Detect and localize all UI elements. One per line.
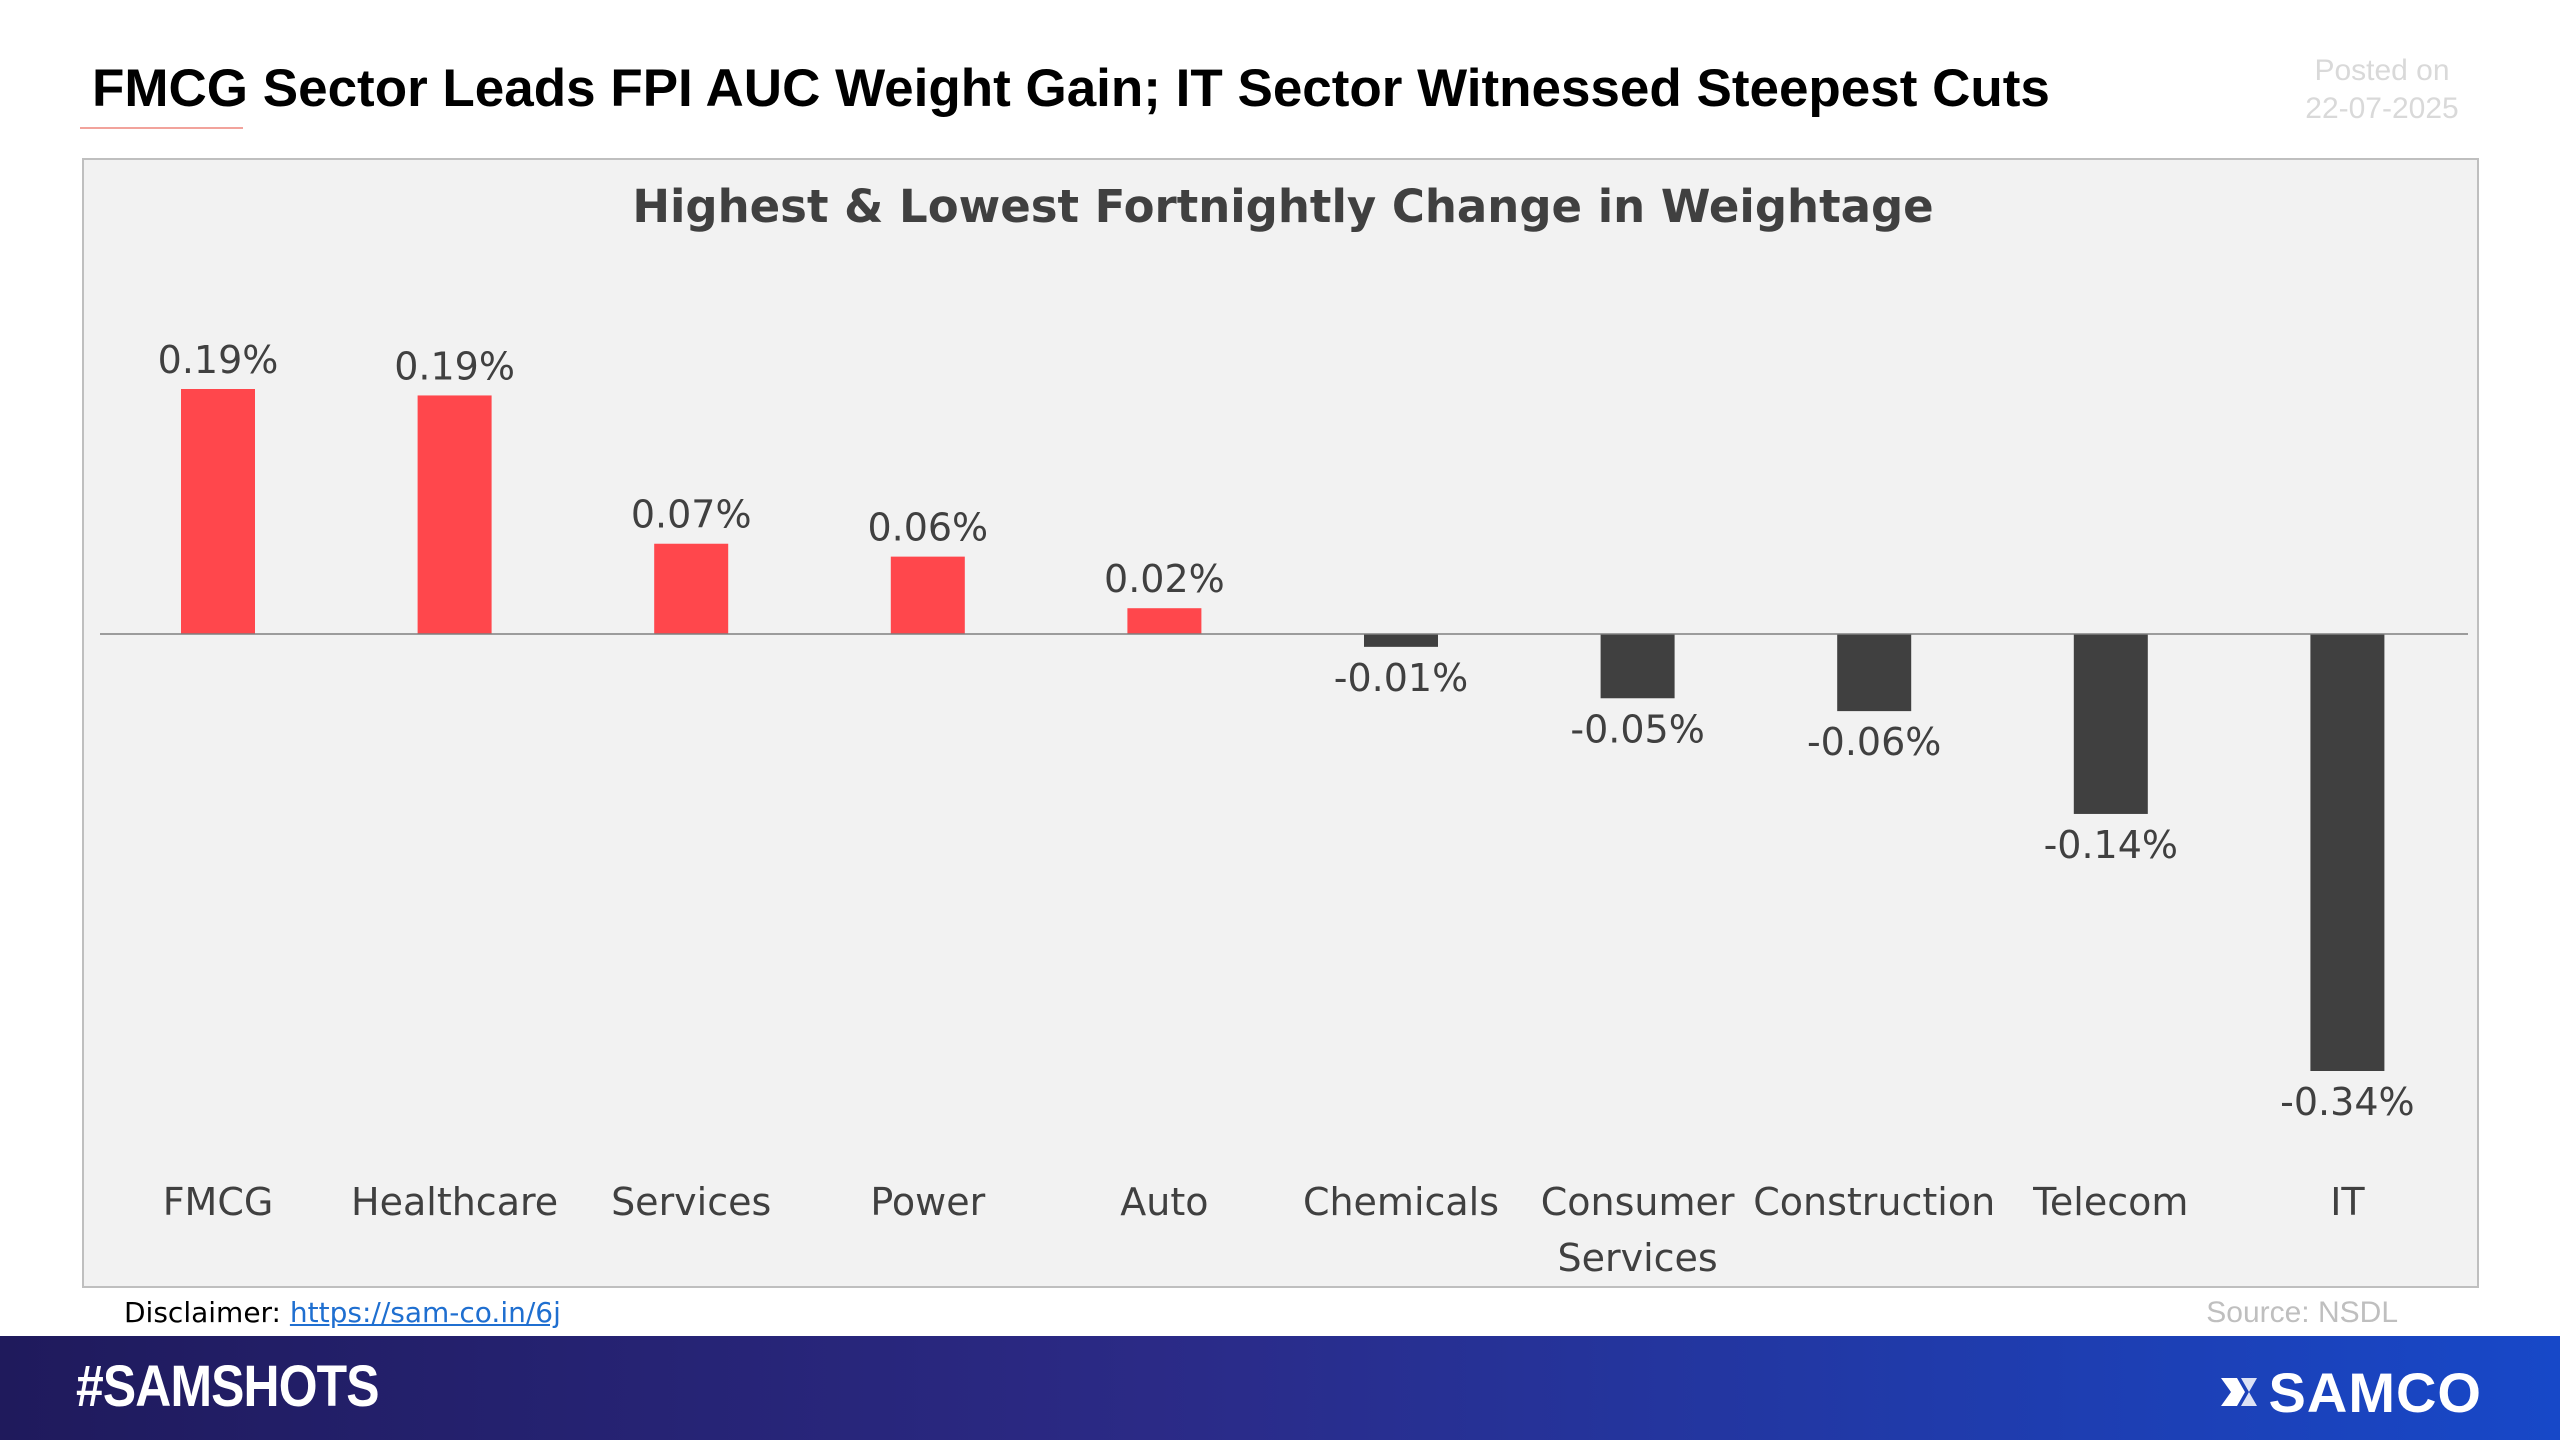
bar-healthcare — [417, 395, 492, 634]
title-underline — [80, 127, 243, 129]
data-label: 0.19% — [394, 344, 515, 388]
category-label: Healthcare — [351, 1180, 558, 1224]
data-label: -0.14% — [2044, 823, 2178, 867]
data-label: -0.34% — [2280, 1080, 2414, 1124]
bar-it — [2310, 634, 2385, 1071]
bar-services — [654, 543, 729, 634]
chart-panel: Highest & Lowest Fortnightly Change in W… — [82, 158, 2479, 1288]
data-label: -0.06% — [1807, 720, 1941, 764]
category-label: Construction — [1753, 1180, 1995, 1224]
data-label: 0.19% — [158, 338, 279, 382]
disclaimer-link[interactable]: https://sam-co.in/6j — [289, 1296, 561, 1329]
posted-label: Posted on — [2314, 54, 2450, 87]
bar-auto — [1127, 608, 1202, 634]
category-label: Services — [611, 1180, 771, 1224]
hashtag-label: #SAMSHOTS — [76, 1354, 380, 1419]
chart-title: Highest & Lowest Fortnightly Change in W… — [632, 180, 1933, 233]
data-label: -0.01% — [1334, 656, 1468, 700]
posted-date-block: Posted on 22-07-2025 — [2282, 52, 2482, 128]
bar-telecom — [2073, 634, 2148, 814]
footer-banner — [0, 1336, 2560, 1440]
samco-logo-icon — [2220, 1378, 2257, 1406]
data-label: 0.02% — [1104, 557, 1225, 601]
data-label: 0.06% — [867, 506, 988, 550]
brand-logo: SAMCO — [2215, 1360, 2482, 1424]
bar-chart: Highest & Lowest Fortnightly Change in W… — [100, 180, 2468, 1280]
category-label: Auto — [1120, 1180, 1208, 1224]
posted-date: 22-07-2025 — [2305, 92, 2459, 125]
category-label: Chemicals — [1303, 1180, 1499, 1224]
disclaimer-label: Disclaimer: — [124, 1296, 290, 1329]
category-label: FMCG — [163, 1180, 274, 1224]
category-label: IT — [2330, 1180, 2365, 1224]
data-label: -0.05% — [1570, 707, 1704, 751]
brand-name: SAMCO — [2268, 1360, 2482, 1424]
category-label: Consumer Services — [1541, 1180, 1735, 1280]
bar-chemicals — [1364, 634, 1438, 647]
bar-power — [890, 556, 965, 634]
bar-construction — [1837, 634, 1912, 712]
category-label: Power — [870, 1180, 985, 1224]
data-label: 0.07% — [631, 493, 752, 537]
bar-consumer-services — [1600, 634, 1675, 699]
page-title: FMCG Sector Leads FPI AUC Weight Gain; I… — [92, 59, 2050, 118]
source-note: Source: NSDL — [2206, 1296, 2398, 1329]
disclaimer: Disclaimer: https://sam-co.in/6j — [124, 1296, 561, 1329]
category-label: Telecom — [2032, 1180, 2188, 1224]
bar-fmcg — [181, 389, 255, 634]
